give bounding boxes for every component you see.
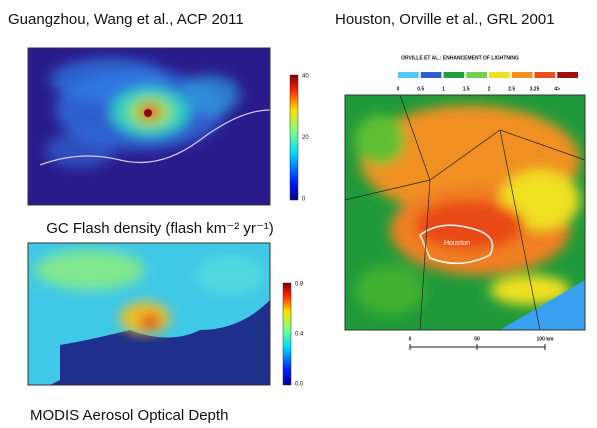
legend-label: 1.5 (463, 86, 470, 92)
legend-swatch (421, 72, 442, 78)
legend-label: 2 (488, 86, 491, 92)
panel-caption: MODIS Aerosol Optical Depth (30, 407, 228, 424)
aod-map (28, 243, 270, 385)
colorbar-ticks: 40 20 0 (302, 74, 309, 203)
colorbar (283, 283, 291, 385)
legend-swatch (557, 72, 578, 78)
panel-caption: GC Flash density (flash km⁻² yr⁻¹) (46, 220, 274, 237)
colorbar-tick-label: 0 (302, 197, 306, 203)
scale-label: 50 (474, 336, 480, 342)
legend-swatch (489, 72, 510, 78)
scale-label: 0 (409, 336, 412, 342)
colorbar-tick-label: 20 (302, 135, 309, 141)
legend-swatch (398, 72, 419, 78)
colorbar-tick-label: 40 (302, 74, 309, 80)
city-label: Houston (444, 240, 470, 247)
legend: 0 0.5 1 1.5 2 2.5 3.25 4> (397, 72, 578, 92)
figure-header: ORVILLE ET AL.: ENHANCEMENT OF LIGHTNING (401, 55, 519, 61)
legend-swatch (466, 72, 487, 78)
houston-map: Houston (345, 95, 585, 330)
scale-label: 100 km (537, 336, 555, 342)
legend-label: 0 (397, 86, 400, 92)
legend-swatch (535, 72, 556, 78)
flash-density-map (28, 48, 270, 205)
colorbar-tick-label: 0.4 (295, 332, 304, 338)
page: Guangzhou, Wang et al., ACP 2011 40200 G… (0, 0, 597, 428)
colorbar-tick-label: 0.8 (295, 282, 304, 288)
legend-swatch (444, 72, 465, 78)
colorbar (290, 75, 298, 200)
legend-label: 1 (442, 86, 445, 92)
colorbar-ticks: 0.8 0.4 0.0 (295, 282, 304, 388)
colorbar-tick-label: 0.0 (295, 382, 304, 388)
legend-label: 4> (554, 86, 560, 92)
legend-label: 2.5 (508, 86, 515, 92)
legend-label: 3.25 (530, 86, 540, 92)
panel-title: Guangzhou, Wang et al., ACP 2011 (8, 11, 244, 28)
scale-bar: 0 50 100 km (409, 336, 554, 350)
legend-label: 0.5 (417, 86, 424, 92)
panel-title: Houston, Orville et al., GRL 2001 (335, 11, 555, 28)
legend-swatch (512, 72, 533, 78)
